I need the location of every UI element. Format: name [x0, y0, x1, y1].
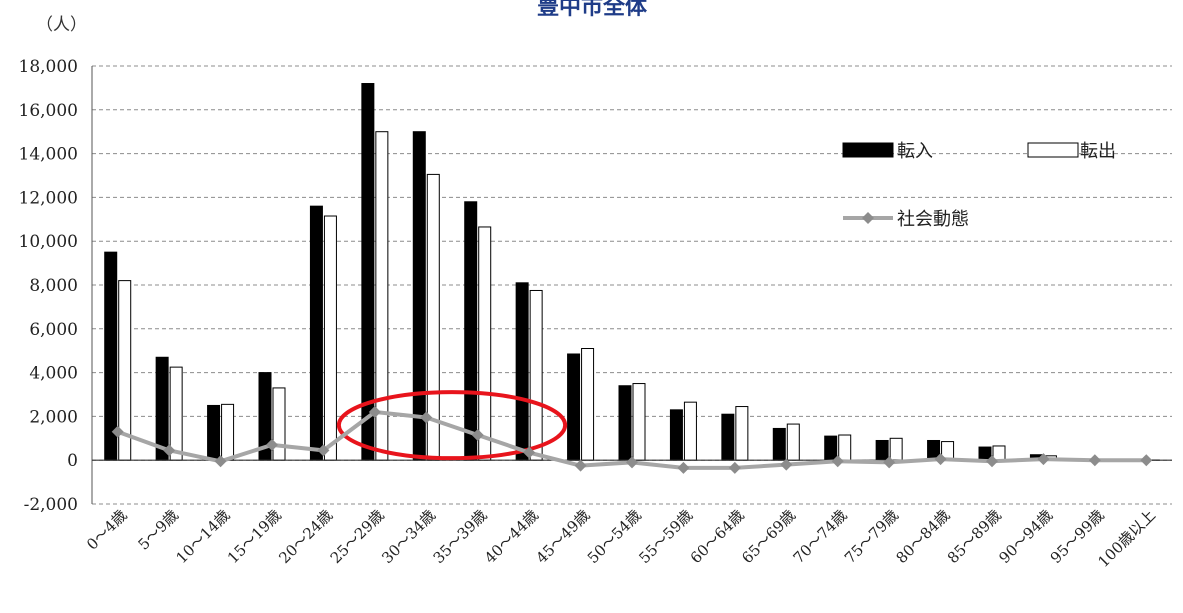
y-tick-label: 18,000 [19, 57, 78, 77]
x-tick-label: 85～89歳 [944, 506, 1005, 567]
bar-in-12 [721, 413, 735, 461]
line-marker-10 [626, 456, 638, 469]
bar-out-3 [272, 387, 286, 461]
y-tick-label: 0 [67, 451, 78, 471]
y-tick-label: 6,000 [29, 320, 78, 340]
x-tick-label: 50～54歳 [584, 506, 645, 567]
x-tick-label: 70～74歳 [790, 506, 851, 567]
bar-in-8 [515, 282, 529, 461]
bar-in-2 [207, 404, 221, 461]
bar-out-17 [992, 445, 1006, 461]
line-marker-3 [266, 438, 278, 451]
line-marker-0 [111, 425, 124, 438]
x-axis-ticks: 0～4歳 5～9歳10～14歳15～19歳20～24歳25～29歳30～34歳35… [83, 506, 1159, 571]
line-marker-13 [780, 458, 793, 471]
legend-label-line: 社会動態 [897, 209, 969, 230]
bar-in-9 [567, 353, 581, 461]
y-tick-label: -2,000 [24, 495, 78, 515]
line-marker-11 [677, 461, 690, 474]
x-tick-label: 35～39歳 [430, 506, 491, 567]
x-tick-label: 15～19歳 [224, 506, 285, 567]
line-marker-6 [420, 411, 433, 424]
highlight-group [336, 390, 568, 461]
line-marker-16 [934, 453, 947, 466]
bar-out-12 [735, 406, 749, 461]
bar-out-11 [683, 401, 697, 461]
x-tick-label: 75～79歳 [841, 506, 902, 567]
bar-out-10 [632, 383, 646, 461]
x-tick-label: 55～59歳 [635, 506, 696, 567]
x-tick-label: 30～34歳 [378, 506, 439, 567]
y-axis-unit-label: （人） [36, 15, 87, 35]
line-marker-5 [368, 406, 381, 419]
bar-in-6 [412, 131, 426, 461]
line-marker-15 [883, 456, 896, 469]
bars [104, 83, 1160, 461]
bar-in-7 [464, 201, 478, 461]
legend-swatch-marker [862, 212, 874, 224]
bar-out-4 [323, 215, 337, 461]
x-tick-label: 65～69歳 [738, 506, 799, 567]
bar-out-8 [529, 289, 543, 461]
bar-in-10 [618, 385, 632, 461]
x-tick-label: 20～24歳 [275, 506, 336, 567]
bar-in-11 [669, 409, 683, 461]
gridlines [92, 65, 1172, 505]
y-tick-label: 12,000 [19, 188, 78, 208]
bar-in-4 [309, 205, 323, 461]
line-marker-14 [831, 455, 844, 468]
line-marker-2 [214, 455, 227, 468]
bar-out-7 [478, 226, 492, 461]
line-marker-19 [1088, 454, 1101, 467]
legend-label-in: 転入 [897, 141, 933, 162]
line-marker-1 [163, 444, 176, 457]
bar-out-14 [838, 434, 852, 461]
line-marker-8 [523, 446, 536, 459]
line-marker-20 [1140, 454, 1153, 467]
bar-in-13 [772, 427, 786, 461]
line-marker-17 [986, 455, 998, 468]
bar-out-13 [786, 423, 800, 461]
line-marker-18 [1037, 453, 1050, 466]
x-tick-label: 25～29歳 [327, 506, 388, 567]
bar-out-15 [889, 437, 903, 461]
line-marker-7 [471, 429, 484, 442]
y-tick-label: 2,000 [29, 407, 78, 427]
y-tick-label: 16,000 [19, 101, 78, 121]
y-tick-label: 10,000 [19, 232, 78, 252]
y-tick-label: 14,000 [19, 145, 78, 165]
bar-in-15 [875, 439, 889, 461]
legend-label-out: 転出 [1080, 141, 1116, 162]
highlight-ellipse [336, 390, 568, 461]
chart-title: 豊中市全体 [537, 0, 648, 20]
y-tick-label: 8,000 [29, 276, 78, 296]
x-tick-label: 40～44歳 [481, 506, 542, 567]
x-tick-label: 90～94歳 [995, 506, 1056, 567]
x-tick-label: 45～49歳 [532, 506, 593, 567]
x-tick-label: 60～64歳 [687, 506, 748, 567]
y-axis-ticks: -2,000 0 2,000 4,000 6,000 8,000 10,000 12,000 1… [19, 57, 78, 515]
line-marker-9 [574, 459, 587, 472]
bar-in-14 [824, 435, 838, 461]
bar-out-1 [169, 366, 183, 461]
x-tick-label: 10～14歳 [172, 506, 233, 567]
line-series [111, 406, 1153, 474]
x-tick-label: 0～4歳 [83, 506, 130, 553]
legend-swatch-in [842, 142, 894, 158]
y-tick-label: 4,000 [29, 364, 78, 384]
bar-out-9 [581, 348, 595, 461]
bar-out-2 [221, 403, 235, 461]
line-marker-12 [728, 461, 741, 474]
legend-swatch-out [1027, 142, 1079, 158]
x-tick-label: 5～9歳 [135, 506, 182, 553]
line-marker-4 [317, 444, 330, 457]
x-tick-label: 80～84歳 [892, 506, 953, 567]
